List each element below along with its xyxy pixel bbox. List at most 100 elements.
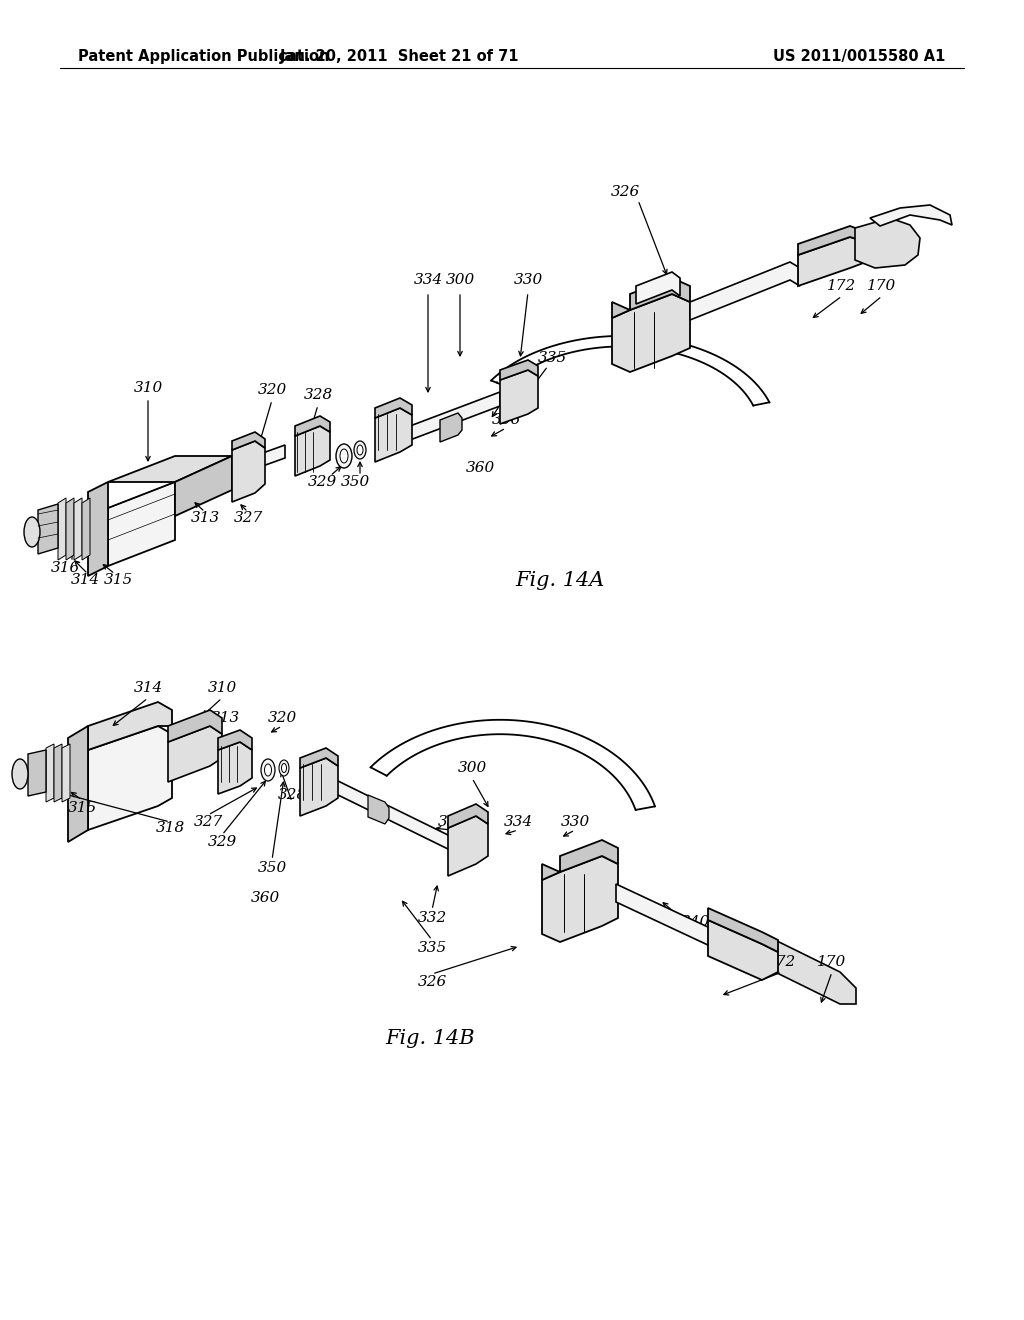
Polygon shape [295,426,330,477]
Text: 315: 315 [68,801,96,814]
Ellipse shape [340,449,348,463]
Polygon shape [798,226,866,255]
Polygon shape [168,726,222,781]
Text: 360: 360 [465,461,495,475]
Polygon shape [88,482,108,576]
Polygon shape [636,272,680,304]
Polygon shape [708,908,778,952]
Text: 328: 328 [303,388,333,403]
Text: 350: 350 [340,475,370,488]
Polygon shape [500,360,538,380]
Text: 316: 316 [50,561,80,576]
Text: 310: 310 [208,681,237,696]
Polygon shape [218,742,252,795]
Text: 360: 360 [251,891,280,906]
Polygon shape [300,758,338,816]
Polygon shape [218,730,252,750]
Text: 330: 330 [513,273,543,286]
Polygon shape [38,504,58,554]
Text: 340: 340 [653,279,683,293]
Polygon shape [440,413,462,442]
Text: 310: 310 [133,381,163,395]
Polygon shape [62,744,70,803]
Text: 313: 313 [210,711,240,725]
Text: Patent Application Publication: Patent Application Publication [78,49,330,65]
Text: 320: 320 [267,711,297,725]
Text: 329: 329 [208,836,237,849]
Polygon shape [542,855,618,942]
Ellipse shape [282,763,287,772]
Text: 327: 327 [233,511,262,525]
Polygon shape [449,816,488,876]
Text: 300: 300 [445,273,475,286]
Polygon shape [28,750,46,796]
Text: 350: 350 [257,861,287,875]
Text: 332: 332 [496,374,524,387]
Polygon shape [375,408,412,462]
Text: 170: 170 [817,954,847,969]
Polygon shape [88,702,172,750]
Polygon shape [68,726,88,842]
Text: 332: 332 [418,911,446,925]
Text: US 2011/0015580 A1: US 2011/0015580 A1 [773,49,945,65]
Ellipse shape [336,444,352,469]
Polygon shape [542,840,618,880]
Text: 330: 330 [560,814,590,829]
Text: 172: 172 [767,954,797,969]
Polygon shape [175,455,232,516]
Text: 320: 320 [257,383,287,397]
Polygon shape [708,920,778,979]
Text: 300: 300 [458,762,486,775]
Polygon shape [232,432,265,450]
Text: 326: 326 [610,185,640,199]
Polygon shape [410,392,500,440]
Polygon shape [798,238,866,286]
Polygon shape [612,279,690,318]
Polygon shape [295,416,330,436]
Polygon shape [616,884,710,946]
Text: 328: 328 [278,788,306,803]
Polygon shape [46,744,54,803]
Polygon shape [375,399,412,418]
Polygon shape [54,744,62,803]
Text: 334: 334 [414,273,442,286]
Text: 313: 313 [190,511,219,525]
Polygon shape [66,498,74,560]
Text: 336: 336 [437,814,467,829]
Text: 170: 170 [867,279,897,293]
Text: 336: 336 [492,413,520,426]
Text: Jan. 20, 2011  Sheet 21 of 71: Jan. 20, 2011 Sheet 21 of 71 [281,49,520,65]
Text: 326: 326 [418,975,446,989]
Text: 314: 314 [133,681,163,696]
Text: 172: 172 [827,279,857,293]
Ellipse shape [261,759,275,781]
Ellipse shape [279,760,289,776]
Text: 329: 329 [307,475,337,488]
Polygon shape [855,218,920,268]
Ellipse shape [354,441,366,459]
Ellipse shape [357,445,362,455]
Text: 315: 315 [103,573,133,587]
Polygon shape [168,710,222,742]
Polygon shape [108,455,232,482]
Polygon shape [612,294,690,372]
Polygon shape [58,498,66,560]
Polygon shape [690,261,800,319]
Text: 340: 340 [680,915,710,929]
Text: 335: 335 [538,351,566,366]
Polygon shape [775,940,856,1005]
Ellipse shape [12,759,28,789]
Polygon shape [870,205,952,226]
Polygon shape [300,748,338,768]
Ellipse shape [24,517,40,546]
Text: 334: 334 [504,814,532,829]
Polygon shape [74,498,82,560]
Text: 335: 335 [418,941,446,954]
Polygon shape [82,498,90,560]
Polygon shape [336,780,450,850]
Polygon shape [368,795,389,824]
Ellipse shape [264,764,271,776]
Polygon shape [108,482,175,566]
Polygon shape [449,804,488,828]
Polygon shape [232,441,265,502]
